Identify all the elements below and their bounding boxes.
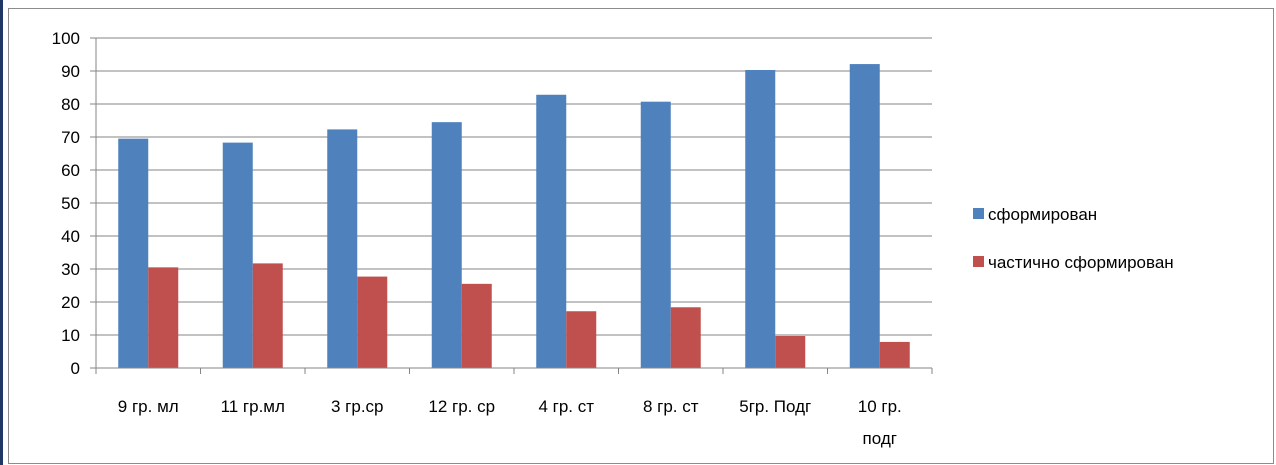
y-tick-label: 10 [61, 326, 80, 345]
x-tick-label: 11 гр.мл [221, 397, 285, 416]
legend: сформирован частично сформирован [973, 205, 1174, 272]
bar-formed [849, 64, 880, 368]
gridlines [90, 37, 932, 369]
x-tick-label: 4 гр. ст [538, 397, 594, 416]
x-tick-label: 12 гр. ср [428, 397, 495, 416]
y-tick-label: 80 [61, 95, 80, 114]
bar-partially-formed [775, 335, 806, 368]
bar-partially-formed [566, 311, 597, 368]
x-tick-label: 9 гр. мл [118, 397, 179, 416]
bar-formed [222, 142, 253, 368]
x-tick-label: 5гр. Подг [739, 397, 811, 416]
y-tick-label: 20 [61, 293, 80, 312]
y-tick-label: 60 [61, 161, 80, 180]
bar-formed [327, 129, 358, 368]
y-tick-label: 40 [61, 227, 80, 246]
y-tick-label: 70 [61, 128, 80, 147]
x-tick-label: 10 гр. подг [858, 397, 902, 448]
bar-partially-formed [461, 283, 492, 368]
y-tick-label: 90 [61, 62, 80, 81]
bar-partially-formed [879, 341, 910, 368]
bar-partially-formed [670, 307, 701, 368]
y-tick-label: 0 [71, 359, 80, 378]
bar-formed [745, 70, 776, 368]
bar-formed [640, 101, 671, 368]
bar-formed [118, 138, 149, 368]
frame-left-edge [0, 0, 3, 465]
legend-label: частично сформирован [988, 253, 1174, 272]
bar-formed [536, 94, 567, 368]
legend-label: сформирован [988, 205, 1097, 224]
y-tick-label: 30 [61, 260, 80, 279]
bar-partially-formed [357, 276, 388, 368]
y-tick-label: 50 [61, 194, 80, 213]
y-tick-labels: 0 10 20 30 40 50 60 70 80 90 100 [52, 29, 80, 378]
bar-partially-formed [148, 267, 179, 368]
x-tick-label: 3 гр.ср [331, 397, 384, 416]
axes [95, 38, 933, 374]
legend-swatch [973, 208, 984, 219]
y-tick-label: 100 [52, 29, 80, 48]
bars [118, 64, 910, 369]
x-tick-label: 8 гр. ст [643, 397, 699, 416]
bar-partially-formed [252, 263, 283, 368]
x-tick-labels: 9 гр. мл 11 гр.мл 3 гр.ср 12 гр. ср 4 гр. ст… [118, 397, 902, 448]
legend-swatch [973, 256, 984, 267]
bar-formed [431, 122, 462, 369]
